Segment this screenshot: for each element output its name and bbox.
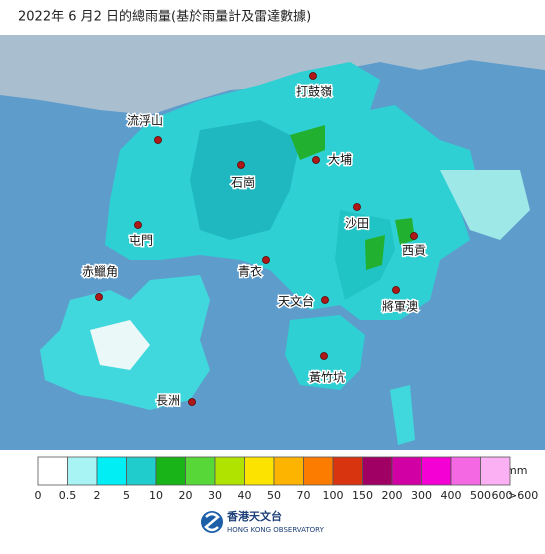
legend-label: 0.5 (59, 489, 77, 502)
legend-swatch (185, 456, 216, 486)
logo-english: HONG KONG OBSERVATORY (227, 526, 325, 534)
legend-label: 0 (35, 489, 42, 502)
legend-swatch (273, 456, 304, 486)
station-dot (410, 232, 418, 240)
station-dot (320, 352, 328, 360)
station-label: 天文台 (278, 294, 314, 309)
legend-swatch (37, 456, 68, 486)
legend-swatch (96, 456, 127, 486)
station-dot (321, 296, 329, 304)
station-label: 赤鱲角 (82, 265, 118, 279)
station-dot (134, 221, 142, 229)
rain-patch (290, 125, 325, 160)
station-dot (353, 203, 361, 211)
legend-label: 600 (492, 489, 513, 502)
logo-mark (204, 512, 220, 532)
station-label: 將軍澳 (382, 299, 418, 314)
station-label: 青衣 (238, 264, 262, 279)
legend-label: 20 (179, 489, 193, 502)
legend-label: 150 (352, 489, 373, 502)
island (390, 385, 415, 445)
legend-swatch (67, 456, 98, 486)
legend-label: 100 (323, 489, 344, 502)
station-dot (309, 72, 317, 80)
station-label: 石崗 (231, 176, 255, 190)
map (0, 35, 545, 450)
sai-kung-east (440, 170, 530, 240)
legend-swatch (332, 456, 363, 486)
rain-patch (190, 120, 300, 240)
legend-label: 5 (123, 489, 130, 502)
station-label: 黃竹坑 (309, 370, 345, 385)
legend-swatch (362, 456, 393, 486)
legend-swatch (126, 456, 157, 486)
legend-label: 70 (297, 489, 311, 502)
legend-swatch (214, 456, 245, 486)
legend-label: 30 (208, 489, 222, 502)
legend-swatch (244, 456, 275, 486)
legend-swatch (155, 456, 186, 486)
legend-swatch (421, 456, 452, 486)
legend-swatch (391, 456, 422, 486)
rain-patch (395, 218, 415, 245)
stations: 打鼓嶺 流浮山 大埔 石崗 沙田 屯門 西貢 青衣 赤鱲角 天文台 將軍澳 黃竹… (80, 72, 428, 409)
station-dot (237, 161, 245, 169)
legend-label: 500 (470, 489, 491, 502)
legend-label: 400 (441, 489, 462, 502)
legend-unit: mm (506, 464, 527, 477)
station-label: 沙田 (345, 217, 369, 231)
legend-swatch (450, 456, 481, 486)
station-label: 屯門 (129, 234, 153, 248)
station-label: 打鼓嶺 (296, 85, 332, 99)
rain-patch (365, 235, 385, 270)
station-dot (262, 256, 270, 264)
legend-label: 200 (382, 489, 403, 502)
legend-label: 40 (238, 489, 252, 502)
station-dot (392, 286, 400, 294)
station-dot (95, 293, 103, 301)
legend-label: 300 (411, 489, 432, 502)
legend-label: 2 (94, 489, 101, 502)
station-label: 西貢 (402, 244, 426, 258)
rain-patch (335, 210, 395, 300)
logo: 香港天文台 HONG KONG OBSERVATORY (201, 509, 325, 534)
legend-label: >600 (508, 489, 538, 502)
low-rain (90, 320, 150, 370)
legend: mm 0 0.5 2 5 10 20 30 40 50 70 100 150 200 300 400 500 6… (35, 456, 538, 502)
station-dot (154, 136, 162, 144)
legend-label: 50 (267, 489, 281, 502)
mainland (0, 35, 545, 115)
station-label: 長洲 (156, 394, 180, 408)
station-dot (188, 398, 196, 406)
legend-swatch (303, 456, 334, 486)
station-label: 流浮山 (127, 114, 163, 128)
station-dot (312, 156, 320, 164)
legend-swatch (480, 456, 511, 486)
station-label: 大埔 (328, 153, 352, 167)
legend-label: 10 (149, 489, 163, 502)
logo-name: 香港天文台 (226, 509, 282, 523)
title: 2022年 6 月2 日的總雨量(基於雨量計及雷達數據) (18, 9, 311, 25)
